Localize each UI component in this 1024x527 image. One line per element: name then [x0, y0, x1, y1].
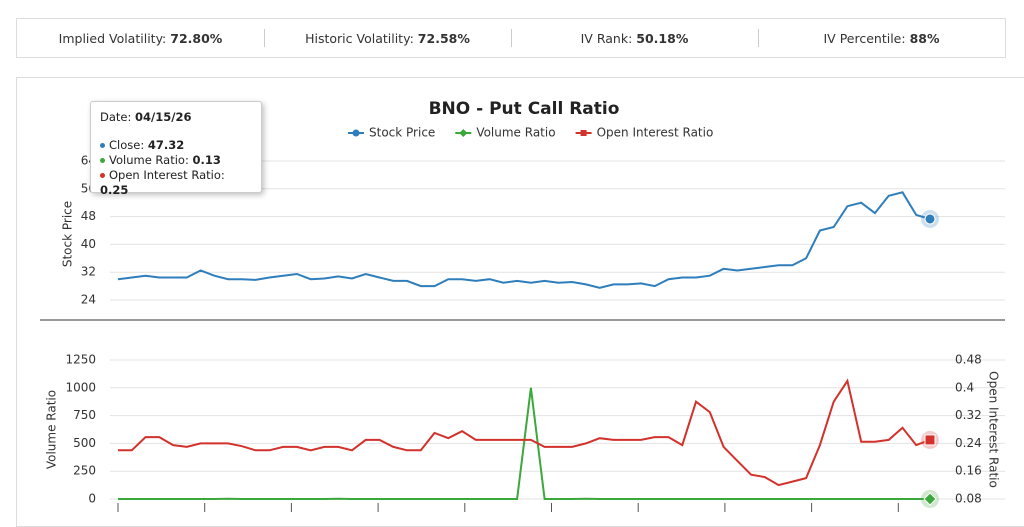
- tooltip-dot: [100, 173, 105, 178]
- tooltip-dot: [100, 158, 105, 163]
- legend-item: Volume Ratio: [455, 126, 556, 140]
- tooltip-date-label: Date:: [100, 110, 132, 124]
- series-line: [117, 191, 931, 289]
- y-tick-label: 0: [88, 492, 96, 506]
- y-tick-label: 1250: [65, 353, 96, 367]
- stat: IV Percentile: 88%: [758, 19, 1005, 57]
- tooltip-item: Volume Ratio: 0.13: [100, 153, 252, 168]
- tooltip-item: Open Interest Ratio: 0.25: [100, 168, 252, 198]
- y-axis-title: Volume Ratio: [45, 390, 59, 469]
- y-tick-label: 24: [81, 293, 96, 307]
- y-axis-title: Stock Price: [61, 201, 75, 267]
- y2-tick-label: 0.48: [955, 353, 982, 367]
- tooltip-date: 04/15/26: [135, 110, 192, 124]
- y-tick-label: 750: [73, 408, 96, 422]
- stat: Implied Volatility: 72.80%: [17, 19, 264, 57]
- hover-point: [924, 434, 936, 446]
- y-tick-label: 250: [73, 464, 96, 478]
- y-tick-label: 1000: [65, 380, 96, 394]
- tooltip-label: Volume Ratio:: [109, 153, 189, 167]
- legend-item: Open Interest Ratio: [575, 126, 714, 140]
- legend-marker: [352, 129, 360, 137]
- legend-label: Volume Ratio: [476, 126, 555, 140]
- stat-label: IV Percentile:: [823, 30, 906, 46]
- y-tick-label: 48: [81, 209, 96, 223]
- tooltip: Date: 04/15/26 Close: 47.32 Volume Ratio:…: [90, 101, 262, 197]
- chart: BNO - Put Call Ratio Stock Price Volume R…: [40, 99, 1005, 512]
- y-tick-label: 32: [81, 265, 96, 279]
- tooltip-label: Open Interest Ratio:: [109, 168, 225, 182]
- tooltip-item: Close: 47.32: [100, 138, 252, 153]
- y2-axis-title: Open Interest Ratio: [987, 371, 1001, 488]
- legend-marker: [580, 130, 587, 136]
- page: Implied Volatility: 72.80% Historic Volati…: [16, 18, 1024, 527]
- y-tick-label: 40: [81, 237, 96, 251]
- stat-label: IV Rank:: [580, 30, 633, 46]
- stat-label: Historic Volatility:: [305, 30, 414, 46]
- y2-tick-label: 0.16: [955, 464, 982, 478]
- y2-tick-label: 0.08: [955, 492, 982, 506]
- legend-label: Open Interest Ratio: [597, 126, 714, 140]
- tooltip-dot: [100, 143, 105, 148]
- legend-item: Stock Price: [348, 126, 435, 140]
- y2-tick-label: 0.4: [955, 380, 974, 394]
- chart-title: BNO - Put Call Ratio: [429, 99, 620, 119]
- y2-tick-label: 0.24: [955, 436, 982, 450]
- stat: Historic Volatility: 72.58%: [264, 19, 511, 57]
- y-tick-label: 500: [73, 436, 96, 450]
- hover-point: [924, 213, 936, 225]
- tooltip-value: 0.25: [100, 183, 129, 197]
- series-line: [118, 378, 931, 487]
- legend-marker: [459, 129, 468, 137]
- stat-label: Implied Volatility:: [58, 30, 167, 46]
- stat-value: 50.18%: [636, 30, 689, 46]
- legend-label: Stock Price: [369, 126, 435, 140]
- tooltip-label: Close:: [109, 138, 145, 152]
- stats-bar: Implied Volatility: 72.80% Historic Volati…: [16, 18, 1006, 58]
- hover-point: [923, 492, 937, 506]
- stat: IV Rank: 50.18%: [511, 19, 758, 57]
- tooltip-value: 47.32: [147, 138, 185, 152]
- stat-value: 88%: [909, 30, 940, 46]
- stat-value: 72.80%: [170, 30, 223, 46]
- stat-value: 72.58%: [417, 30, 470, 46]
- y2-tick-label: 0.32: [955, 408, 982, 422]
- tooltip-value: 0.13: [192, 153, 221, 167]
- series-line: [118, 387, 930, 500]
